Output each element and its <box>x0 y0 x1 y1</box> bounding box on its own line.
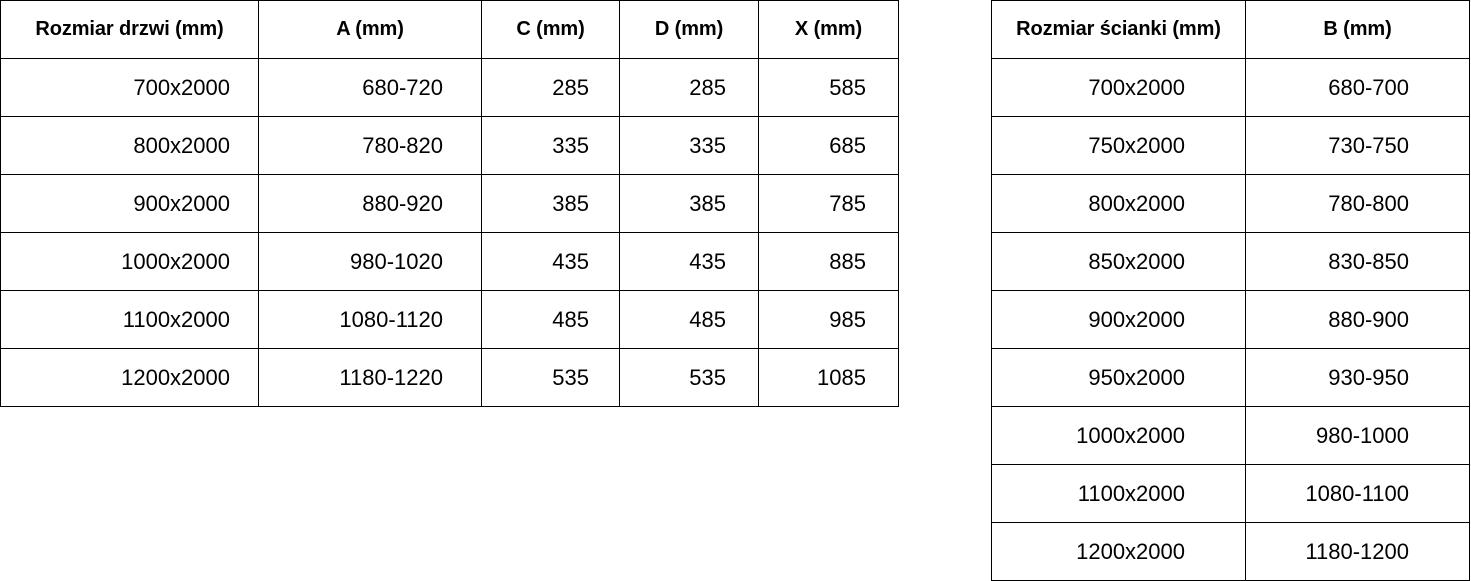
column-header-x: X (mm) <box>758 0 899 59</box>
cell-a: 680-720 <box>258 58 482 117</box>
cell-b: 980-1000 <box>1245 406 1470 465</box>
cell-wall-size: 700x2000 <box>991 58 1246 117</box>
table-row: 900x2000 880-920 385 385 785 <box>0 174 899 233</box>
cell-a: 1080-1120 <box>258 290 482 349</box>
table-header-row: Rozmiar drzwi (mm) A (mm) C (mm) D (mm) … <box>0 0 899 59</box>
door-table-body: 700x2000 680-720 285 285 585 800x2000 78… <box>0 58 899 407</box>
column-header-c: C (mm) <box>481 0 620 59</box>
cell-x: 685 <box>758 116 899 175</box>
cell-wall-size: 850x2000 <box>991 232 1246 291</box>
wall-table-header: Rozmiar ścianki (mm) B (mm) <box>991 0 1470 59</box>
cell-door-size: 800x2000 <box>0 116 259 175</box>
cell-wall-size: 1100x2000 <box>991 464 1246 523</box>
cell-wall-size: 750x2000 <box>991 116 1246 175</box>
cell-d: 435 <box>619 232 759 291</box>
column-header-wall-size: Rozmiar ścianki (mm) <box>991 0 1246 59</box>
cell-c: 485 <box>481 290 620 349</box>
wall-table-body: 700x2000 680-700 750x2000 730-750 800x20… <box>991 58 1470 581</box>
cell-wall-size: 1000x2000 <box>991 406 1246 465</box>
cell-wall-size: 950x2000 <box>991 348 1246 407</box>
cell-wall-size: 1200x2000 <box>991 522 1246 581</box>
cell-a: 780-820 <box>258 116 482 175</box>
cell-b: 730-750 <box>1245 116 1470 175</box>
door-size-specification-table: Rozmiar drzwi (mm) A (mm) C (mm) D (mm) … <box>0 0 899 407</box>
cell-b: 930-950 <box>1245 348 1470 407</box>
cell-b: 830-850 <box>1245 232 1470 291</box>
cell-a: 880-920 <box>258 174 482 233</box>
table-row: 950x2000 930-950 <box>991 348 1470 407</box>
cell-b: 1080-1100 <box>1245 464 1470 523</box>
cell-door-size: 1200x2000 <box>0 348 259 407</box>
cell-a: 980-1020 <box>258 232 482 291</box>
table-row: 800x2000 780-800 <box>991 174 1470 233</box>
table-row: 800x2000 780-820 335 335 685 <box>0 116 899 175</box>
cell-door-size: 900x2000 <box>0 174 259 233</box>
table-row: 750x2000 730-750 <box>991 116 1470 175</box>
cell-b: 680-700 <box>1245 58 1470 117</box>
table-row: 700x2000 680-700 <box>991 58 1470 117</box>
table-row: 700x2000 680-720 285 285 585 <box>0 58 899 117</box>
table-row: 1000x2000 980-1020 435 435 885 <box>0 232 899 291</box>
column-header-d: D (mm) <box>619 0 759 59</box>
column-header-door-size: Rozmiar drzwi (mm) <box>0 0 259 59</box>
cell-c: 335 <box>481 116 620 175</box>
cell-b: 880-900 <box>1245 290 1470 349</box>
cell-x: 785 <box>758 174 899 233</box>
cell-door-size: 700x2000 <box>0 58 259 117</box>
cell-x: 1085 <box>758 348 899 407</box>
table-row: 1200x2000 1180-1220 535 535 1085 <box>0 348 899 407</box>
cell-d: 285 <box>619 58 759 117</box>
cell-d: 335 <box>619 116 759 175</box>
wall-panel-size-specification-table: Rozmiar ścianki (mm) B (mm) 700x2000 680… <box>991 0 1470 581</box>
table-row: 1100x2000 1080-1100 <box>991 464 1470 523</box>
cell-c: 285 <box>481 58 620 117</box>
cell-x: 985 <box>758 290 899 349</box>
cell-b: 780-800 <box>1245 174 1470 233</box>
cell-x: 885 <box>758 232 899 291</box>
table-row: 850x2000 830-850 <box>991 232 1470 291</box>
cell-d: 485 <box>619 290 759 349</box>
table-header-row: Rozmiar ścianki (mm) B (mm) <box>991 0 1470 59</box>
table-row: 1100x2000 1080-1120 485 485 985 <box>0 290 899 349</box>
cell-wall-size: 800x2000 <box>991 174 1246 233</box>
cell-door-size: 1000x2000 <box>0 232 259 291</box>
cell-door-size: 1100x2000 <box>0 290 259 349</box>
cell-c: 385 <box>481 174 620 233</box>
cell-b: 1180-1200 <box>1245 522 1470 581</box>
cell-c: 435 <box>481 232 620 291</box>
cell-wall-size: 900x2000 <box>991 290 1246 349</box>
column-header-a: A (mm) <box>258 0 482 59</box>
cell-c: 535 <box>481 348 620 407</box>
cell-d: 385 <box>619 174 759 233</box>
cell-x: 585 <box>758 58 899 117</box>
cell-a: 1180-1220 <box>258 348 482 407</box>
column-header-b: B (mm) <box>1245 0 1470 59</box>
table-row: 1200x2000 1180-1200 <box>991 522 1470 581</box>
cell-d: 535 <box>619 348 759 407</box>
table-row: 900x2000 880-900 <box>991 290 1470 349</box>
door-table-header: Rozmiar drzwi (mm) A (mm) C (mm) D (mm) … <box>0 0 899 59</box>
table-row: 1000x2000 980-1000 <box>991 406 1470 465</box>
